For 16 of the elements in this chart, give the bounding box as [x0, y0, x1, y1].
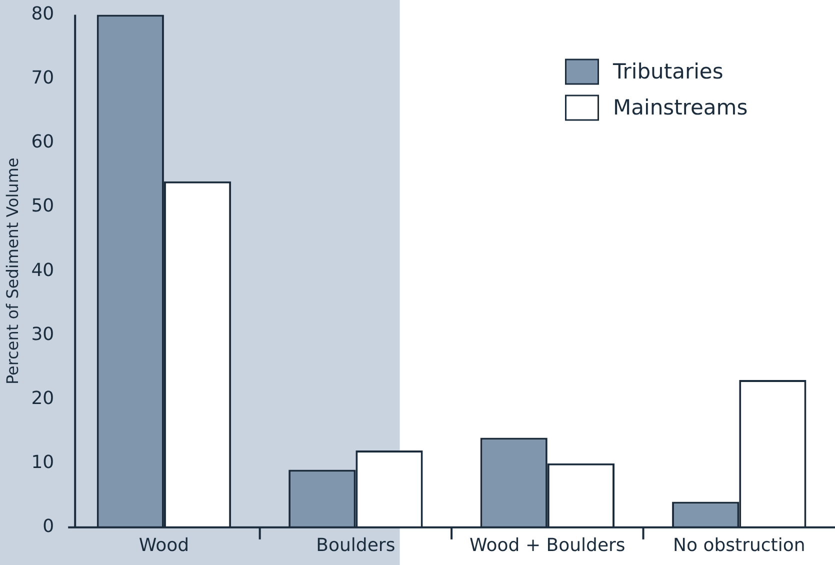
legend-label: Mainstreams	[613, 95, 748, 120]
y-tick-label: 70	[31, 68, 54, 89]
y-tick-label: 40	[31, 260, 54, 281]
y-tick-label: 80	[31, 3, 54, 24]
x-tick-label: Wood + Boulders	[470, 534, 626, 556]
y-tick-label: 20	[31, 388, 54, 409]
legend-label: Tributaries	[612, 59, 724, 84]
y-tick-label: 60	[31, 132, 54, 153]
x-tick-label: Wood	[138, 534, 190, 556]
x-tick-label: Boulders	[316, 534, 396, 556]
y-tick-label: 0	[42, 516, 54, 538]
y-tick-label: 10	[31, 452, 54, 473]
y-axis-title: Percent of Sediment Volume	[2, 158, 22, 385]
y-tick-label: 50	[31, 196, 54, 217]
y-tick-label: 30	[31, 324, 54, 345]
x-tick-label: No obstruction	[673, 534, 806, 556]
